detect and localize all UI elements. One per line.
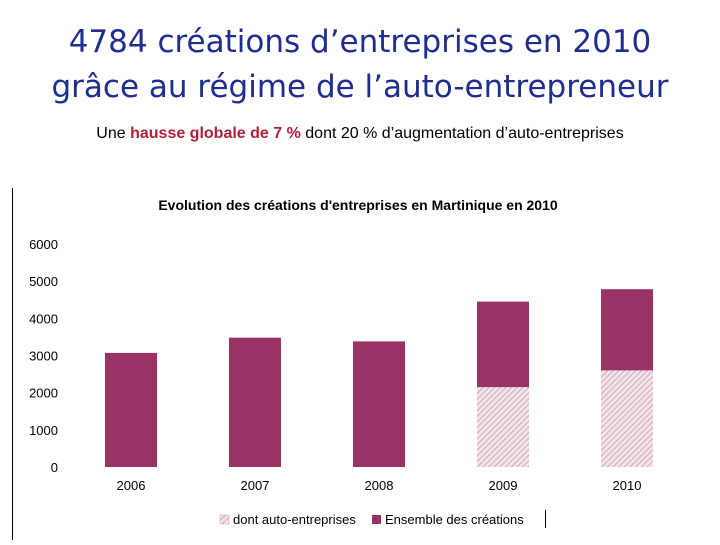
subtitle-suffix: dont 20 % d’augmentation d’auto-entrepri… <box>300 125 624 142</box>
subtitle: Une hausse globale de 7 % dont 20 % d’au… <box>0 125 720 143</box>
legend-swatch-ensemble <box>372 515 381 524</box>
bar-auto-entreprises-2009 <box>477 387 529 467</box>
bars <box>105 289 653 467</box>
bar-auto-entreprises-2010 <box>601 370 653 467</box>
bar-ensemble-2006 <box>105 352 157 467</box>
legend-label-auto-entreprises: dont auto-entreprises <box>233 512 356 527</box>
x-tick-label: 2008 <box>365 478 394 493</box>
x-tick-label: 2009 <box>489 478 518 493</box>
title-line-2: grâce au régime de l’auto-entrepreneur <box>51 69 669 105</box>
y-axis: 0 1000 2000 3000 4000 5000 6000 <box>29 237 58 475</box>
subtitle-highlight: hausse globale de 7 % <box>130 125 301 142</box>
page-title: 4784 créations d’entreprises en 2010 grâ… <box>0 20 720 110</box>
title-line-1: 4784 créations d’entreprises en 2010 <box>68 24 652 60</box>
x-axis: 2006 2007 2008 2009 2010 <box>117 478 642 493</box>
x-tick-label: 2010 <box>613 478 642 493</box>
x-tick-label: 2007 <box>241 478 270 493</box>
legend: dont auto-entreprises Ensemble des créati… <box>219 512 524 527</box>
bar-ensemble-2008 <box>353 341 405 467</box>
legend-label-ensemble: Ensemble des créations <box>385 512 524 527</box>
right-border-tick <box>545 510 546 528</box>
y-tick-label: 4000 <box>29 311 58 326</box>
chart-container: Evolution des créations d'entreprises en… <box>0 180 720 540</box>
bar-chart: Evolution des créations d'entreprises en… <box>29 197 653 527</box>
y-tick-label: 6000 <box>29 237 58 252</box>
left-border-line <box>12 188 13 540</box>
subtitle-prefix: Une <box>96 125 131 142</box>
y-tick-label: 5000 <box>29 274 58 289</box>
x-tick-label: 2006 <box>117 478 146 493</box>
chart-title: Evolution des créations d'entreprises en… <box>158 197 558 213</box>
y-tick-label: 3000 <box>29 349 58 364</box>
legend-swatch-auto-entreprises <box>219 514 230 525</box>
bar-ensemble-2007 <box>229 337 281 467</box>
y-tick-label: 2000 <box>29 386 58 401</box>
y-tick-label: 1000 <box>29 423 58 438</box>
y-tick-label: 0 <box>51 460 58 475</box>
